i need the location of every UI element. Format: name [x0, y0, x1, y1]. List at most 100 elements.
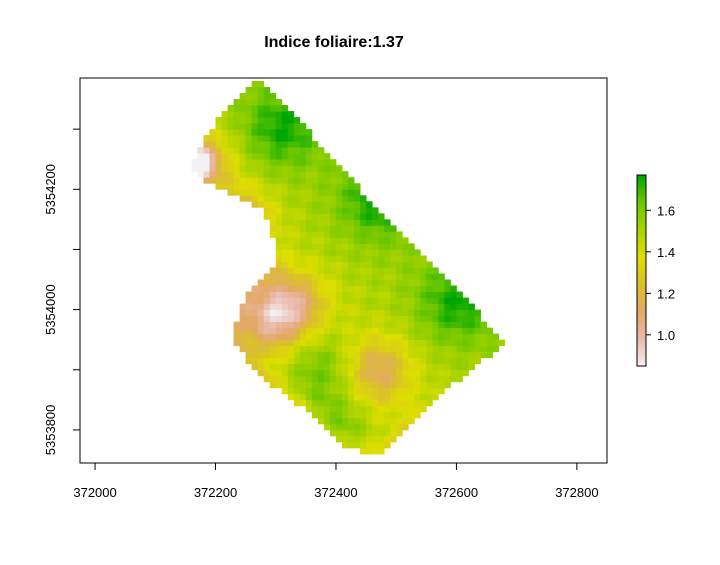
raster-cell — [474, 333, 481, 341]
raster-cell — [269, 321, 277, 329]
raster-cell — [233, 111, 240, 118]
raster-cell — [378, 309, 385, 317]
raster-cell — [317, 153, 325, 160]
raster-cell — [408, 405, 415, 413]
raster-cell — [462, 315, 469, 323]
raster-cell — [335, 399, 343, 407]
raster-cell — [341, 339, 349, 347]
raster-cell — [245, 327, 253, 335]
raster-cell — [366, 423, 373, 431]
raster-cell — [402, 405, 409, 413]
raster-cell — [341, 357, 349, 365]
raster-cell — [275, 141, 283, 148]
raster-cell — [348, 183, 355, 190]
raster-cell — [354, 387, 361, 395]
raster-cell — [432, 345, 439, 353]
raster-cell — [311, 171, 319, 178]
raster-cell — [456, 333, 463, 341]
raster-cell — [335, 267, 343, 274]
raster-cell — [281, 279, 289, 286]
raster-cell — [354, 183, 361, 190]
raster-cell — [414, 357, 421, 365]
raster-cell — [414, 345, 421, 353]
raster-cell — [402, 303, 409, 311]
raster-cell — [305, 129, 313, 136]
raster-cell — [257, 369, 265, 377]
raster-cell — [348, 231, 355, 238]
raster-cell — [360, 273, 367, 280]
raster-cell — [323, 417, 331, 425]
raster-cell — [366, 399, 373, 407]
raster-cell — [299, 231, 307, 238]
raster-cell — [360, 423, 367, 431]
raster-cell — [299, 339, 307, 347]
raster-cell — [257, 339, 265, 347]
colorbar-swatch — [637, 248, 646, 252]
raster-cell — [329, 243, 337, 250]
raster-cell — [360, 429, 367, 437]
raster-cell — [257, 285, 265, 292]
raster-cell — [354, 225, 361, 232]
raster-cell — [269, 333, 277, 341]
raster-cell — [360, 297, 367, 304]
raster-cell — [408, 345, 415, 353]
raster-cell — [287, 129, 295, 136]
raster-cell — [341, 381, 349, 389]
raster-cell — [372, 267, 379, 274]
raster-cell — [384, 429, 391, 437]
raster-cell — [287, 333, 295, 341]
raster-cell — [354, 435, 361, 443]
raster-cell — [299, 291, 307, 298]
raster-cell — [414, 249, 421, 256]
raster-cell — [275, 327, 283, 335]
raster-cell — [348, 399, 355, 407]
raster-cell — [420, 369, 427, 377]
raster-cell — [251, 99, 259, 106]
raster-cell — [281, 267, 289, 274]
raster-cell — [269, 153, 277, 160]
raster-cell — [450, 303, 457, 311]
raster-cell — [341, 345, 349, 353]
raster-cell — [287, 303, 295, 311]
raster-cell — [360, 399, 367, 407]
raster-cell — [251, 117, 259, 124]
raster-cell — [251, 291, 259, 298]
raster-cell — [281, 201, 289, 208]
raster-cell — [323, 339, 331, 347]
raster-cell — [486, 339, 493, 347]
raster-cell — [390, 285, 397, 292]
raster-cell — [390, 345, 397, 353]
raster-cell — [402, 285, 409, 292]
raster-cell — [317, 231, 325, 238]
raster-cell — [420, 285, 427, 292]
raster-cell — [305, 141, 313, 148]
raster-cell — [245, 321, 253, 329]
raster-cell — [372, 393, 379, 401]
raster-cell — [233, 99, 240, 106]
raster-cell — [438, 357, 445, 365]
raster-cell — [215, 171, 222, 178]
raster-cell — [305, 177, 313, 184]
raster-cell — [275, 351, 283, 359]
raster-cell — [317, 237, 325, 244]
raster-cell — [396, 327, 403, 335]
raster-cell — [317, 225, 325, 232]
raster-cell — [287, 327, 295, 335]
colorbar-swatch — [637, 308, 646, 313]
raster-cell — [432, 279, 439, 286]
raster-cell — [227, 135, 234, 142]
raster-cell — [317, 261, 325, 268]
raster-cell — [317, 279, 325, 286]
colorbar-swatch — [637, 353, 646, 357]
raster-cell — [426, 369, 433, 377]
raster-cell — [311, 291, 319, 298]
raster-cell — [414, 309, 421, 317]
raster-cell — [281, 273, 289, 280]
raster-cell — [354, 411, 361, 419]
raster-cell — [311, 273, 319, 280]
x-tick-label: 372200 — [194, 485, 237, 500]
raster-cell — [317, 249, 325, 256]
colorbar-swatch — [637, 175, 646, 179]
raster-cell — [263, 285, 271, 292]
raster-cell — [287, 183, 295, 190]
